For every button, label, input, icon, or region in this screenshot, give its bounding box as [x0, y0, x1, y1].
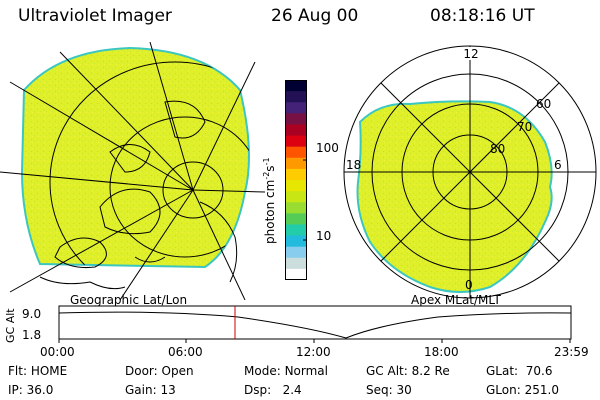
info-gcalt: GC Alt: 8.2 Re [366, 364, 450, 378]
date-label: 26 Aug 00 [271, 6, 359, 26]
colorbar-swatch [285, 191, 307, 203]
info-gain: Gain: 13 [125, 383, 176, 397]
info-flt: Flt: HOME [8, 364, 68, 378]
geographic-aurora-fill [20, 46, 250, 269]
mlt-label-6: 6 [554, 158, 562, 172]
colorbar-swatch [285, 213, 307, 225]
colorbar-swatch [285, 180, 307, 192]
info-glon: GLon: 251.0 [486, 383, 559, 397]
colorbar-swatch [285, 102, 307, 114]
mlt-label-0: 0 [465, 278, 473, 292]
mlt-label-12: 12 [463, 47, 478, 61]
altitude-ylabel: GC Alt [4, 308, 17, 343]
geographic-image-panel [0, 42, 265, 300]
colorbar-tick-high: 100 [316, 141, 339, 155]
mlt-label-18: 18 [346, 158, 361, 172]
colorbar-swatch [285, 157, 307, 170]
info-door: Door: Open [125, 364, 194, 378]
time-label: 08:18:16 UT [430, 6, 535, 26]
instrument-title: Ultraviolet Imager [18, 6, 172, 26]
altitude-xtick-0: 00:00 [40, 345, 75, 359]
info-mode: Mode: Normal [244, 364, 328, 378]
colorbar-swatch [285, 246, 307, 259]
colorbar-frame [285, 80, 307, 280]
colorbar-swatch [285, 168, 307, 181]
colorbar-swatch [285, 224, 307, 237]
info-dsp: Dsp: 2.4 [244, 383, 302, 397]
colorbar-swatch [285, 235, 307, 248]
lat-label-70: 70 [517, 120, 532, 134]
colorbar-swatch [285, 113, 307, 125]
colorbar-swatch [285, 124, 307, 137]
colorbar-swatch [285, 257, 307, 270]
colorbar-swatch [285, 146, 307, 159]
altitude-xtick-1: 06:00 [168, 345, 203, 359]
colorbar-unit-label: photon cm-2s-1 [262, 157, 277, 244]
lat-label-80: 80 [490, 142, 505, 156]
colorbar-swatch [285, 268, 307, 280]
geographic-panel-label: Geographic Lat/Lon [70, 293, 188, 307]
apex-panel-label: Apex MLat/MLT [411, 293, 501, 307]
info-ip: IP: 36.0 [8, 383, 54, 397]
colorbar-tick-low: 10 [316, 229, 332, 243]
altitude-xtick-2: 12:00 [296, 345, 331, 359]
colorbar-swatch [285, 80, 307, 92]
altitude-plot [58, 305, 572, 343]
altitude-ytick-high: 9.0 [22, 307, 42, 321]
altitude-xtick-3: 18:00 [424, 345, 459, 359]
info-seq: Seq: 30 [366, 383, 412, 397]
altitude-ytick-low: 1.8 [22, 328, 42, 342]
colorbar-swatch [285, 202, 307, 214]
colorbar-swatch [285, 135, 307, 148]
lat-label-60: 60 [536, 97, 551, 111]
colorbar-swatch [285, 91, 307, 103]
altitude-xtick-4: 23:59 [554, 345, 589, 359]
altitude-curve [58, 311, 572, 339]
apex-polar-panel: 12 6 0 18 60 70 80 [343, 45, 597, 299]
info-glat: GLat: 70.6 [486, 364, 553, 378]
colorbar [285, 80, 307, 280]
